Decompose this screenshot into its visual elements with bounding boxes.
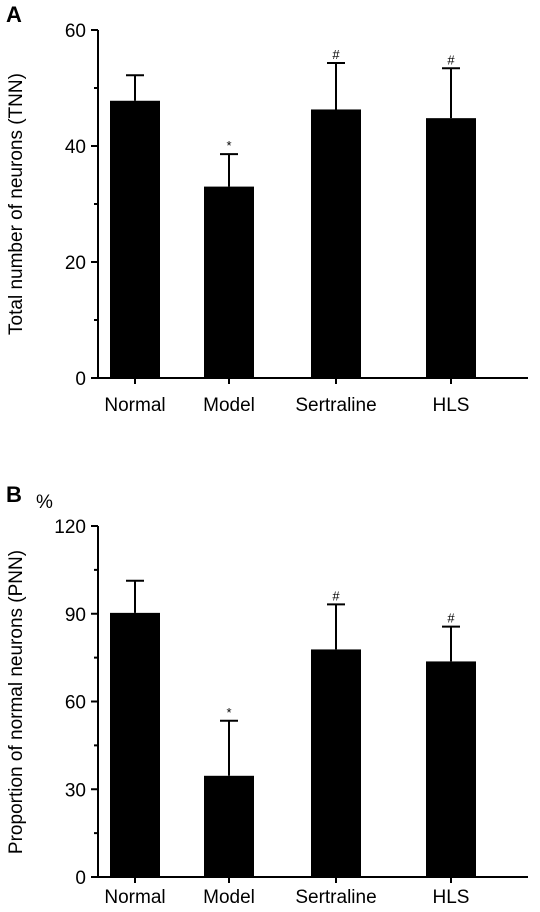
panel-a-y-tick-label: 20 [65,253,86,274]
panel-b-y-tick-label: 30 [65,780,86,801]
panel-a-bar-hls [426,118,476,378]
panel-a-error-bar-normal [126,74,144,101]
panel-a-significance-mark: # [332,47,340,62]
panel-a-bar-model [204,186,254,378]
panel-b-significance-mark: # [447,611,455,626]
panel-b-y-tick-label: 60 [65,693,86,714]
panel-a-error-bar-hls [442,67,460,119]
panel-b-error-bar-hls [442,625,460,662]
panel-a-significance-mark: # [447,52,455,67]
panel-b-bar-hls [426,661,476,877]
panel-a-significance-mark: * [226,138,231,153]
panel-a-y-tick-label: 40 [65,137,86,158]
panel-a-x-tick-label-sertraline: Sertraline [295,395,376,416]
panel-a-y-tick-label: 0 [75,369,86,390]
panel-a-y-tick-label: 60 [65,21,86,42]
panel-a-y-axis-label: Total number of neurons (TNN) [6,73,27,335]
panel-b-x-tick-label-model: Model [203,887,255,908]
panel-b-bar-model [204,775,254,877]
panel-b-y-tick-label: 0 [75,868,86,889]
panel-a-bar-sertraline [311,109,361,379]
panel-a-marks: * # #0 20 40 60 Normal Model Sertraline HLS [65,21,528,416]
panel-b-error-bar-normal [126,579,144,613]
panel-a-x-tick-label-hls: HLS [433,395,470,416]
panel-b-significance-mark: * [226,705,231,720]
panel-b-bar-sertraline [311,649,361,877]
panel-b-error-bar-sertraline [327,603,345,650]
panel-b: B % Proportion of normal neurons (PNN) *… [6,482,528,908]
panel-b-y-tick-label: 120 [54,517,86,538]
panel-b-error-bar-model [220,719,238,776]
panel-b-x-tick-label-normal: Normal [104,887,165,908]
panel-b-y-tick-label: 90 [65,605,86,626]
panel-b-bar-normal [110,612,160,877]
panel-a-bar-normal [110,100,160,378]
panel-a-x-tick-label-model: Model [203,395,255,416]
panel-a-letter: A [6,2,22,27]
panel-a-x-tick-label-normal: Normal [104,395,165,416]
panel-b-y-axis-label: Proportion of normal neurons (PNN) [6,550,27,854]
panel-b-unit-label: % [36,492,53,513]
panel-b-marks: * # #0 30 60 90 120 Normal Model Sertraline HLS [54,517,528,908]
panel-b-significance-mark: # [332,588,340,603]
panel-a: A Total number of neurons (TNN) * # #0 20 40… [6,2,528,416]
panel-b-x-tick-label-hls: HLS [433,887,470,908]
panel-b-x-tick-label-sertraline: Sertraline [295,887,376,908]
panel-b-letter: B [6,482,22,507]
panel-a-error-bar-model [220,153,238,187]
panel-a-error-bar-sertraline [327,62,345,110]
